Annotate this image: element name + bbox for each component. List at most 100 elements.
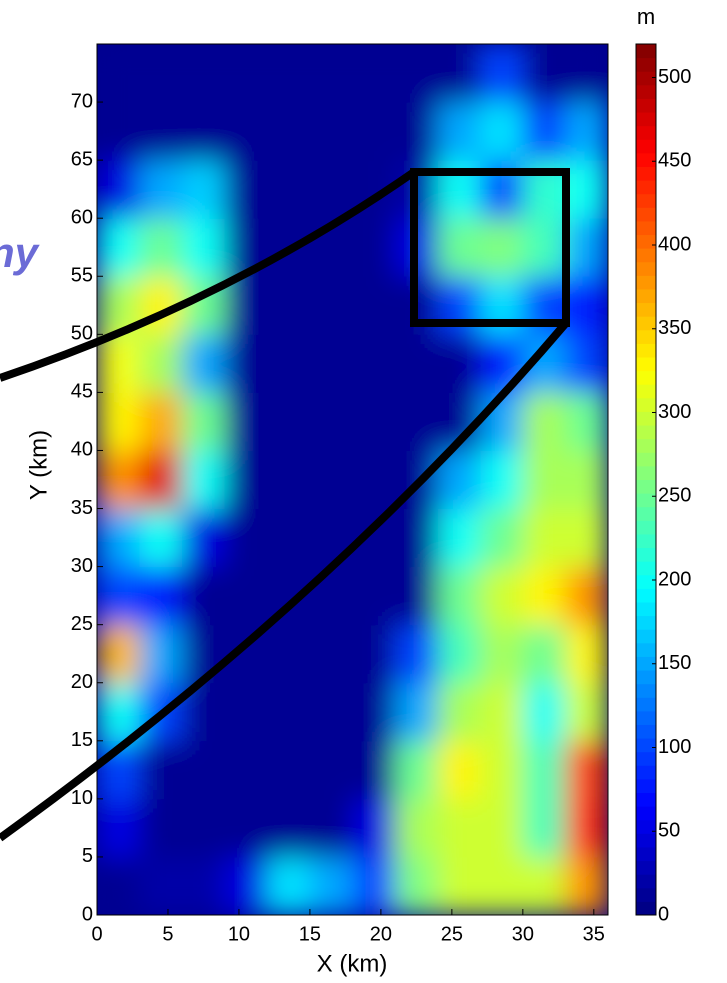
heat-cell (480, 218, 524, 277)
heat-cell (437, 740, 481, 800)
heat-cell (565, 160, 608, 219)
heat-cell (309, 798, 353, 858)
colorbar-segment (636, 642, 656, 657)
x-tick-label: 20 (370, 923, 392, 945)
heat-cell (267, 798, 311, 858)
colorbar-segment (636, 465, 656, 480)
colorbar-segment (636, 520, 656, 535)
heat-cell (97, 160, 141, 219)
heat-cell (182, 334, 226, 393)
heat-cell (352, 740, 396, 800)
heat-cell (139, 508, 183, 568)
heat-cell (565, 856, 608, 915)
y-tick-label: 50 (71, 323, 93, 345)
colorbar-segment (636, 710, 656, 725)
colorbar-segment (636, 656, 656, 671)
heat-cell (565, 566, 608, 626)
colorbar-tick-label: 400 (658, 233, 691, 255)
heat-cell (267, 508, 311, 568)
heat-cell (97, 44, 141, 103)
heat-cell (139, 740, 183, 800)
y-tick-label: 70 (71, 90, 93, 112)
colorbar-segment (636, 329, 656, 344)
heat-cell (182, 450, 226, 510)
heat-cell (395, 566, 439, 626)
annotation: ny (0, 229, 41, 276)
heat-cell (139, 798, 183, 858)
heat-cell (565, 334, 608, 393)
heat-cell (267, 740, 311, 800)
x-tick-label: 30 (512, 923, 534, 945)
colorbar-segment (636, 275, 656, 290)
heat-cell (395, 740, 439, 800)
heat-cell (309, 160, 353, 219)
heat-cell (480, 566, 524, 626)
colorbar-segment (636, 384, 656, 399)
heat-cell (224, 392, 268, 451)
heat-cell (352, 44, 396, 103)
heat-cell (480, 740, 524, 800)
y-tick-label: 15 (71, 729, 93, 751)
y-tick-label: 10 (71, 787, 93, 809)
axes: 0 5 10 15 20 25 30 35 0 5 10 15 20 25 30 35 40 45 50 55 60 65… (71, 90, 605, 945)
heat-cell (437, 334, 481, 393)
y-tick-label: 0 (82, 903, 93, 925)
heat-cell (97, 798, 141, 858)
y-tick-label: 60 (71, 206, 93, 228)
colorbar-tick-label: 450 (658, 150, 691, 172)
heat-cell (352, 798, 396, 858)
heat-cell (395, 682, 439, 742)
heat-cell (480, 624, 524, 684)
heat-cell (309, 740, 353, 800)
colorbar-label: m (637, 4, 655, 29)
colorbar-segment (636, 425, 656, 440)
heat-cell (565, 44, 608, 103)
heat-cell (437, 566, 481, 626)
heat-cell (522, 624, 566, 684)
x-tick-label: 35 (583, 923, 605, 945)
heat-cell (182, 508, 226, 568)
y-tick-label: 30 (71, 555, 93, 577)
x-tick-label: 5 (162, 923, 173, 945)
heat-cell (139, 334, 183, 393)
heat-cell (395, 44, 439, 103)
heat-cell (309, 624, 353, 684)
colorbar-segment (636, 288, 656, 304)
y-tick-label: 5 (82, 845, 93, 867)
heat-cell (395, 102, 439, 161)
colorbar-segment (636, 370, 656, 385)
heat-cell (522, 218, 566, 277)
heat-cell (97, 218, 141, 277)
colorbar-tick-label: 500 (658, 66, 691, 88)
zoom-line (0, 320, 570, 842)
colorbar-segment (636, 574, 656, 589)
y-tick-label: 25 (71, 613, 93, 635)
heat-cell (309, 856, 353, 915)
colorbar-segment (636, 874, 656, 889)
heat-cell (182, 856, 226, 915)
heat-cell (97, 102, 141, 161)
colorbar-segment (636, 71, 656, 86)
heat-cell (182, 798, 226, 858)
colorbar-tick-label: 100 (658, 736, 691, 758)
heat-cell (309, 566, 353, 626)
y-tick-label: 45 (71, 381, 93, 403)
heatmap (97, 44, 608, 915)
heat-cell (267, 160, 311, 219)
colorbar-segment (636, 533, 656, 549)
heat-cell (437, 624, 481, 684)
colorbar-segment (636, 220, 656, 236)
heat-cell (395, 624, 439, 684)
heat-cell (352, 334, 396, 393)
heat-cell (522, 856, 566, 915)
heat-cell (480, 508, 524, 568)
heat-cell (182, 102, 226, 161)
heat-cell (565, 798, 608, 858)
colorbar-segment (636, 452, 656, 467)
colorbar-segment (636, 846, 656, 862)
heat-cell (267, 450, 311, 510)
heat-cell (309, 450, 353, 510)
heat-cell (139, 450, 183, 510)
colorbar-tick-label: 250 (658, 485, 691, 507)
